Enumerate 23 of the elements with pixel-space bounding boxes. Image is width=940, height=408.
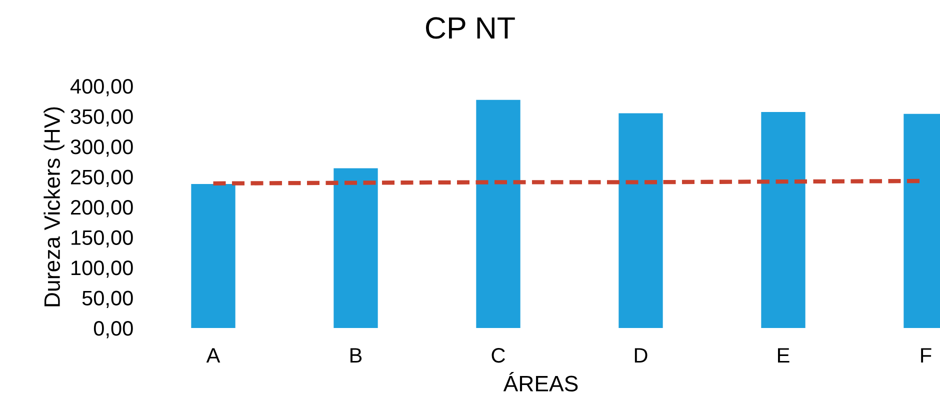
y-axis-title: Dureza Vickers (HV) <box>44 107 64 306</box>
x-tick-label: C <box>492 348 505 363</box>
y-tick-label: 50,00 <box>82 290 133 308</box>
y-tick-label: 200,00 <box>71 200 133 218</box>
y-tick-label: 250,00 <box>71 170 133 187</box>
y-tick-label: 350,00 <box>70 109 133 126</box>
x-tick-label: D <box>634 348 648 363</box>
bar <box>618 113 663 328</box>
bar <box>761 112 806 328</box>
x-tick-label: A <box>206 348 220 363</box>
bar <box>334 168 378 328</box>
y-tick-label: 300,00 <box>70 140 133 157</box>
x-tick-label: F <box>921 348 932 363</box>
y-tick-label: 100,00 <box>72 260 133 278</box>
y-tick-label: 0,00 <box>94 321 133 338</box>
bar <box>476 100 520 328</box>
chart-title: CP NT <box>426 17 515 39</box>
x-tick-label: E <box>778 348 790 363</box>
x-tick-label: B <box>350 348 362 363</box>
y-tick-label: 150,00 <box>72 230 133 248</box>
y-tick-label: 400,00 <box>70 79 133 96</box>
bar <box>191 184 236 328</box>
x-axis-title: ÁREAS <box>503 372 578 392</box>
